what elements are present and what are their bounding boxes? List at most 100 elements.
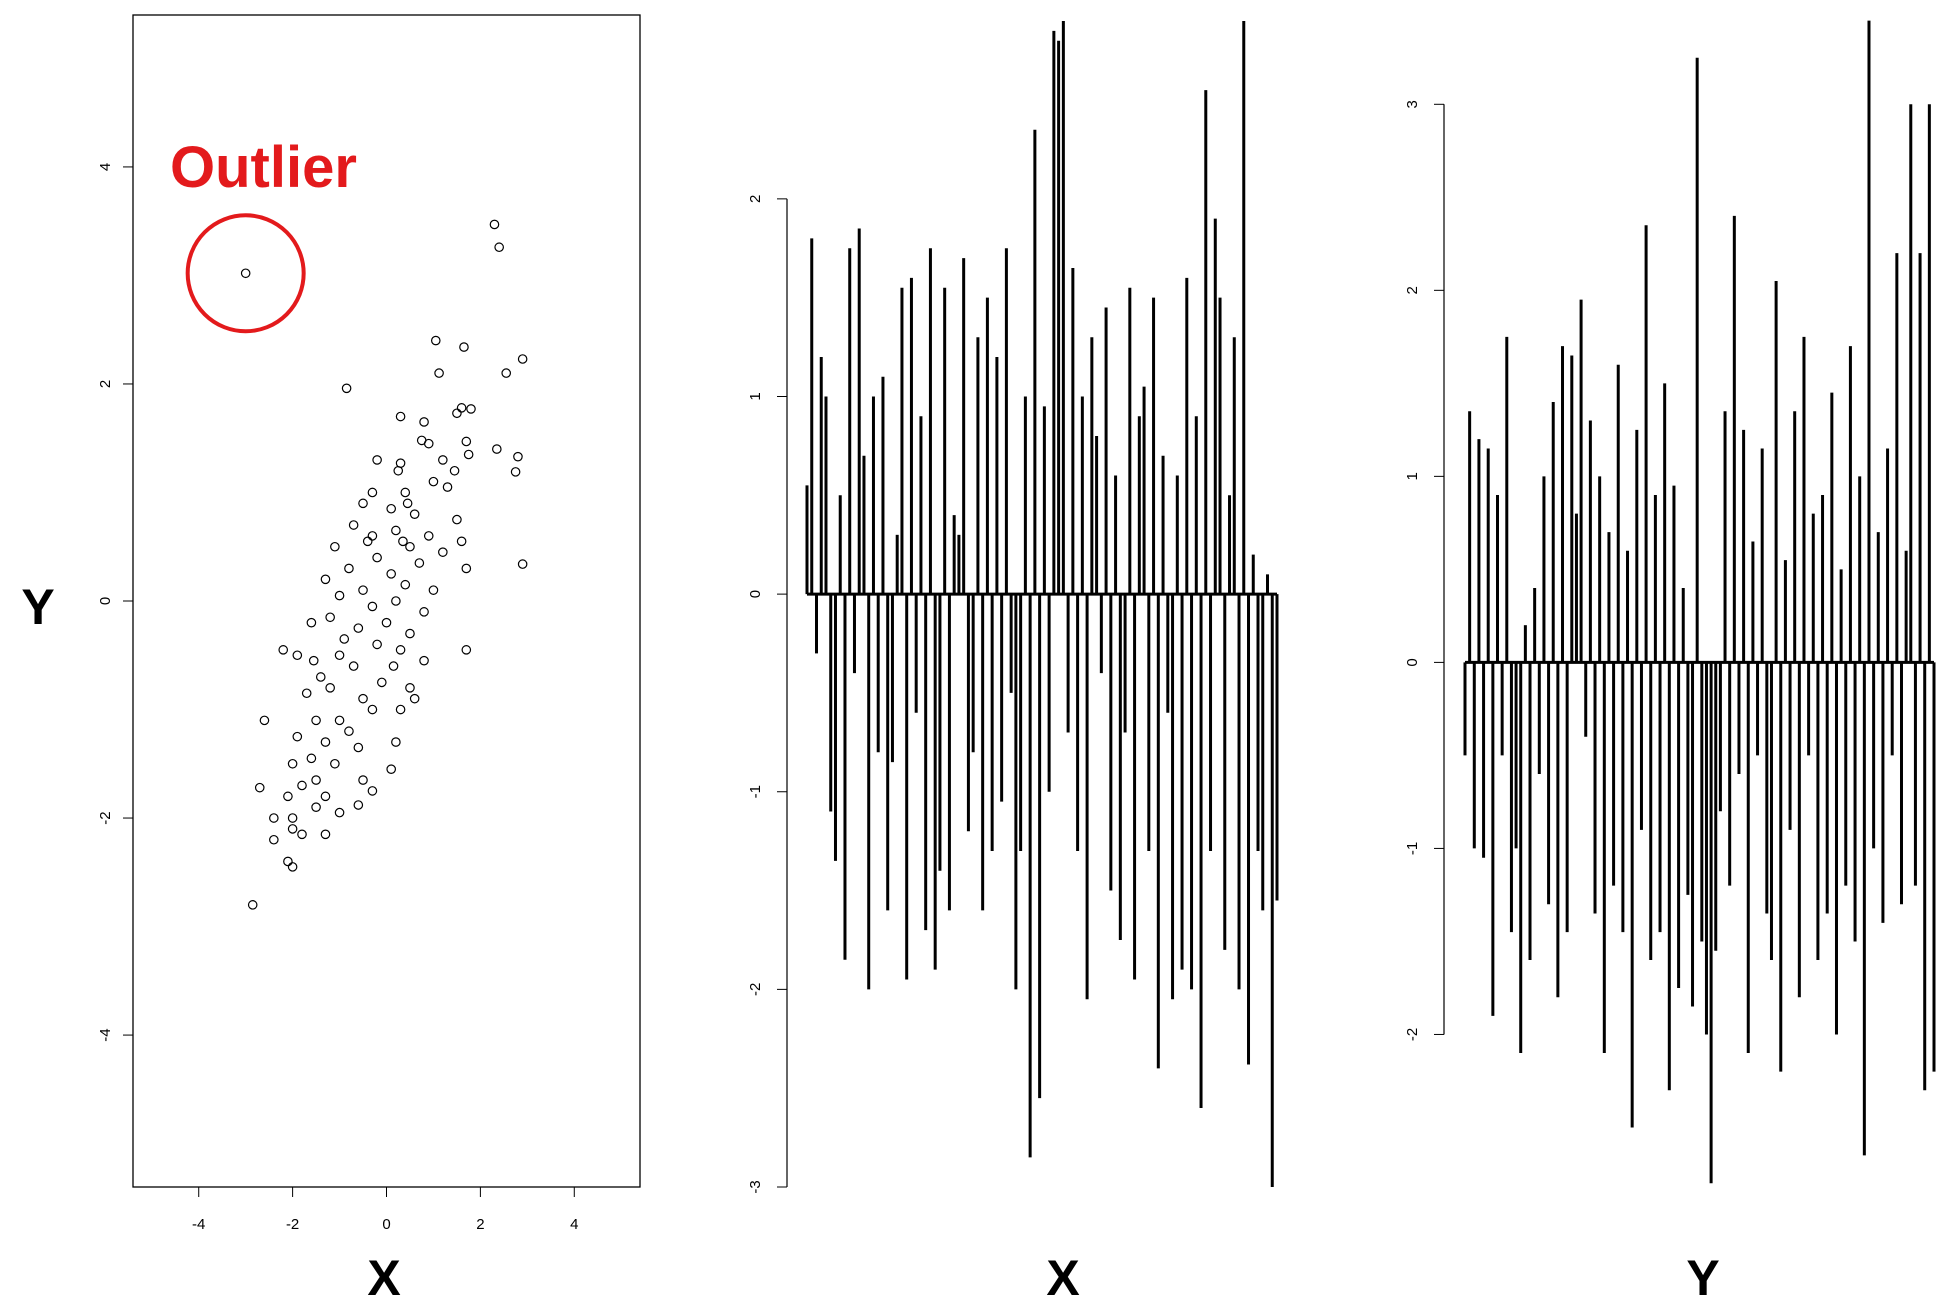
point	[428, 585, 439, 595]
point	[452, 514, 462, 525]
point	[388, 661, 399, 671]
point	[466, 404, 476, 414]
y-tick-label: -2	[1404, 1028, 1421, 1041]
x-axis-label: Y	[1686, 1250, 1719, 1305]
point	[513, 451, 523, 462]
y-tick-label: -4	[97, 1028, 114, 1041]
point	[292, 731, 303, 742]
point	[315, 672, 326, 682]
point	[501, 368, 512, 378]
point	[278, 645, 289, 655]
y-tick-label: 2	[747, 195, 764, 203]
x-tick-label: -2	[286, 1216, 299, 1233]
point	[405, 628, 415, 639]
point	[320, 829, 331, 840]
point	[301, 688, 312, 699]
point	[339, 634, 350, 644]
point	[452, 408, 462, 419]
point	[330, 541, 340, 552]
point	[517, 559, 528, 569]
point	[423, 438, 434, 449]
point	[325, 683, 335, 693]
point	[353, 800, 364, 810]
point	[405, 683, 415, 693]
point	[247, 900, 258, 910]
point	[461, 645, 472, 655]
point	[306, 617, 317, 628]
y-tick-label: 1	[1404, 472, 1421, 480]
y-tick-label: 0	[747, 590, 764, 598]
point	[344, 726, 354, 737]
point	[306, 753, 317, 764]
point	[405, 541, 415, 552]
point	[419, 607, 429, 617]
x-tick-label: 4	[570, 1216, 578, 1233]
point	[311, 775, 321, 785]
point	[297, 829, 307, 840]
y-tick-label: 4	[97, 163, 114, 171]
point	[391, 737, 401, 747]
point	[510, 467, 521, 477]
y-tick-label: -1	[747, 785, 764, 798]
point	[381, 617, 392, 628]
point	[259, 715, 270, 726]
point	[287, 813, 298, 823]
point	[459, 342, 469, 352]
y-tick-label: 2	[97, 380, 114, 388]
point	[456, 403, 467, 413]
point	[449, 465, 460, 476]
annotation: Outlier	[170, 135, 357, 200]
point	[334, 590, 345, 601]
x-tick-label: 0	[382, 1216, 390, 1233]
point	[377, 677, 387, 688]
x-tick-label: -4	[192, 1216, 205, 1233]
point	[348, 661, 359, 671]
point	[398, 536, 408, 547]
point	[442, 482, 453, 492]
point	[287, 758, 298, 769]
outlier-ring	[185, 213, 306, 334]
point	[372, 639, 382, 650]
point	[456, 536, 467, 547]
point	[287, 862, 298, 872]
point	[414, 558, 425, 568]
point	[461, 436, 472, 447]
point	[463, 449, 474, 460]
point	[367, 487, 378, 498]
x-axis-label: X	[1046, 1250, 1079, 1305]
point	[358, 693, 368, 704]
y-tick-label: -3	[747, 1180, 764, 1193]
point	[492, 444, 502, 454]
x-tick-label: 2	[476, 1216, 484, 1233]
point	[292, 650, 303, 661]
point	[434, 368, 444, 378]
y-axis-label: Y	[21, 579, 54, 635]
point	[367, 531, 378, 541]
point	[438, 547, 448, 557]
point	[400, 487, 411, 498]
point	[409, 509, 420, 519]
point	[334, 807, 345, 818]
point	[367, 704, 378, 715]
point	[308, 655, 319, 666]
point	[367, 601, 378, 612]
point	[334, 715, 345, 726]
point	[395, 704, 406, 715]
point	[348, 520, 359, 530]
point	[372, 455, 382, 465]
point	[330, 758, 340, 769]
point	[240, 268, 251, 279]
point	[386, 569, 396, 579]
point	[409, 693, 420, 704]
point	[362, 536, 373, 547]
point	[489, 219, 500, 230]
point	[320, 574, 331, 585]
point	[353, 742, 364, 753]
point	[395, 645, 406, 655]
point	[423, 531, 434, 541]
y-tick-label: -2	[747, 983, 764, 996]
point	[391, 596, 401, 606]
point	[386, 503, 396, 514]
point	[372, 552, 382, 563]
point	[353, 623, 364, 633]
